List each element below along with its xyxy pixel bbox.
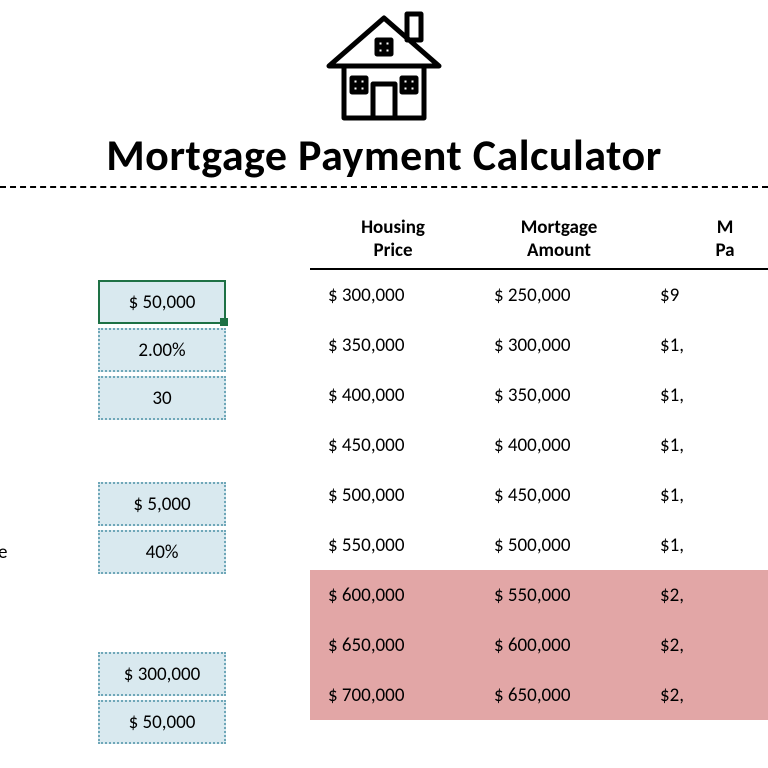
table-cell: $ 250,000 [476, 284, 642, 307]
input-cell[interactable]: 2.00% [98, 328, 226, 372]
table-cell: $ 650,000 [310, 634, 476, 657]
table-cell: $2, [642, 634, 768, 657]
table-row: $ 300,000$ 250,000$9 [310, 270, 768, 320]
input-cell[interactable]: $ 50,000 [98, 280, 226, 324]
table-cell: $1, [642, 534, 768, 557]
input-cell[interactable]: 30 [98, 376, 226, 420]
table-cell: $2, [642, 584, 768, 607]
table-cell: $1, [642, 484, 768, 507]
col-header-monthly-payment: M Pa [642, 212, 768, 270]
title-divider [0, 186, 768, 188]
table-row: $ 600,000$ 550,000$2, [310, 570, 768, 620]
table-cell: $1, [642, 434, 768, 457]
mortgage-table: Housing Price Mortgage Amount M Pa $ 300… [310, 212, 768, 720]
table-header-row: Housing Price Mortgage Amount M Pa [310, 212, 768, 270]
input-cell[interactable]: 40% [98, 530, 226, 574]
input-row: $ 300,000 [0, 650, 240, 698]
table-cell: $ 450,000 [310, 434, 476, 457]
input-row: 30 [0, 374, 240, 422]
input-row: me$ 5,000 [0, 480, 240, 528]
table-cell: $ 600,000 [476, 634, 642, 657]
col-header-line1: Housing [361, 217, 425, 240]
input-row: $ 50,000 [0, 698, 240, 746]
col-header-housing-price: Housing Price [310, 212, 476, 270]
table-row: $ 700,000$ 650,000$2, [310, 670, 768, 720]
table-row: $ 400,000$ 350,000$1, [310, 370, 768, 420]
input-label: of Income [0, 541, 98, 564]
col-header-line1: M [717, 217, 734, 240]
table-body: $ 300,000$ 250,000$9$ 350,000$ 300,000$1… [310, 270, 768, 720]
col-header-line2: Amount [527, 240, 591, 263]
input-label: nt [0, 291, 98, 314]
table-row: $ 450,000$ 400,000$1, [310, 420, 768, 470]
input-row: nt$ 50,000 [0, 278, 240, 326]
house-icon [319, 6, 449, 131]
table-cell: $2, [642, 684, 768, 707]
col-header-line2: Price [373, 240, 412, 263]
table-cell: $ 300,000 [310, 284, 476, 307]
table-row: $ 350,000$ 300,000$1, [310, 320, 768, 370]
input-cell[interactable]: $ 300,000 [98, 652, 226, 696]
table-cell: $ 650,000 [476, 684, 642, 707]
table-cell: $ 350,000 [310, 334, 476, 357]
table-cell: $ 550,000 [476, 584, 642, 607]
table-cell: $ 600,000 [310, 584, 476, 607]
table-row: $ 550,000$ 500,000$1, [310, 520, 768, 570]
page-title: Mortgage Payment Calculator [0, 128, 768, 182]
table-cell: $ 700,000 [310, 684, 476, 707]
table-cell: $ 350,000 [476, 384, 642, 407]
input-cell[interactable]: $ 5,000 [98, 482, 226, 526]
col-header-line1: Mortgage [521, 217, 598, 240]
table-cell: $ 450,000 [476, 484, 642, 507]
table-cell: $ 300,000 [476, 334, 642, 357]
col-header-line2: Pa [715, 240, 734, 263]
table-row: $ 650,000$ 600,000$2, [310, 620, 768, 670]
table-cell: $ 400,000 [476, 434, 642, 457]
table-cell: $ 550,000 [310, 534, 476, 557]
input-row: of Income40% [0, 528, 240, 576]
table-cell: $9 [642, 284, 768, 307]
table-cell: $ 500,000 [310, 484, 476, 507]
table-cell: $1, [642, 384, 768, 407]
table-cell: $ 400,000 [310, 384, 476, 407]
input-label: me [0, 493, 98, 516]
col-header-mortgage-amount: Mortgage Amount [476, 212, 642, 270]
input-panel: nt$ 50,0002.00%30 me$ 5,000of Income40% … [0, 278, 240, 746]
table-cell: $ 500,000 [476, 534, 642, 557]
table-cell: $1, [642, 334, 768, 357]
input-row: 2.00% [0, 326, 240, 374]
input-cell[interactable]: $ 50,000 [98, 700, 226, 744]
table-row: $ 500,000$ 450,000$1, [310, 470, 768, 520]
